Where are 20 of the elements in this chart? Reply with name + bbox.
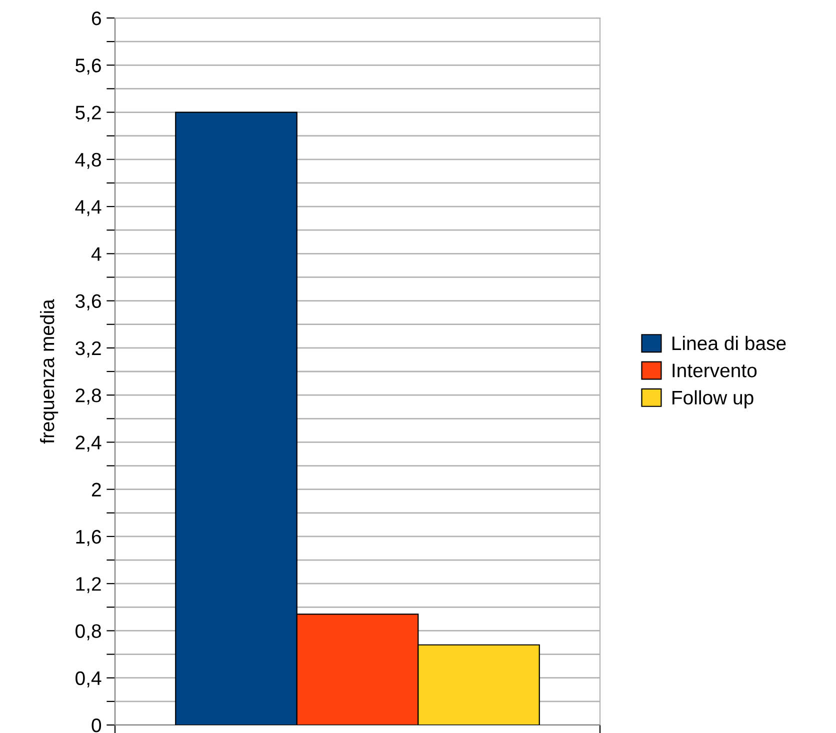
y-tick-label: 0,4 [76,671,102,688]
y-tick-label: 5,2 [76,106,101,122]
legend-label: Intervento [672,364,757,378]
y-tick-label: 2 [92,482,101,496]
y-tick-label: 4,8 [75,152,101,169]
y-tick-label: 3,2 [76,341,101,358]
y-tick-label: 4,4 [75,200,102,216]
y-tick-label: 4 [91,247,102,261]
y-tick-label: 0,8 [76,624,101,640]
y-tick-label: 1,6 [76,530,101,546]
legend-label: Linea di base [672,336,786,350]
legend-label: Follow up [672,390,754,408]
y-tick-label: 2,4 [76,436,102,452]
y-tick-label: 1,2 [76,577,101,594]
y-tick-label: 6 [92,11,101,26]
y-tick-label: 5,6 [76,58,101,75]
y-tick-label: 3,6 [76,294,101,310]
y-tick-label: 2,8 [76,388,101,405]
y-tick-label: 0 [92,718,102,732]
y-axis-title: frequenza media [40,299,58,444]
